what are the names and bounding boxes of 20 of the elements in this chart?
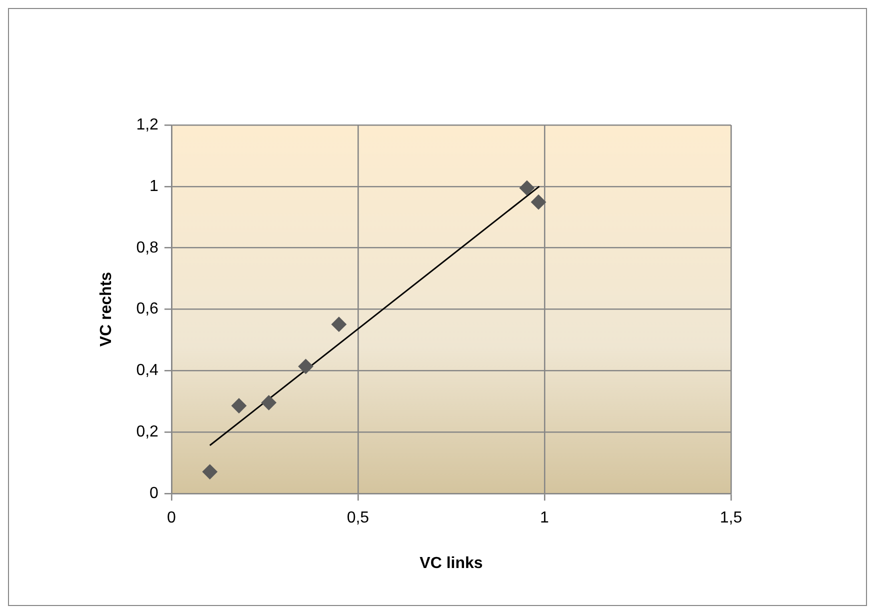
point xyxy=(202,464,218,480)
y-tick-label: 0,4 xyxy=(136,362,159,380)
y-tick-label: 0,6 xyxy=(136,300,159,318)
y-tick-label: 1,2 xyxy=(136,116,159,134)
point xyxy=(298,358,314,374)
y-tick-label: 0,8 xyxy=(136,239,159,256)
x-tick-label: 1 xyxy=(540,510,550,527)
x-tick-label: 1,5 xyxy=(720,510,742,527)
point xyxy=(331,316,346,332)
x-tick-label: 0 xyxy=(166,510,176,527)
point xyxy=(531,194,546,210)
x-axis-title: VC links xyxy=(420,554,483,572)
y-tick-label: 1 xyxy=(150,178,159,195)
y-tick-label: 0 xyxy=(150,485,159,502)
point xyxy=(261,395,276,410)
point xyxy=(519,180,534,196)
x-tick-label: 0,5 xyxy=(346,510,370,527)
point xyxy=(231,398,246,414)
y-axis-title: VC rechts xyxy=(98,272,116,347)
y-tick-label: 0,2 xyxy=(136,424,159,441)
